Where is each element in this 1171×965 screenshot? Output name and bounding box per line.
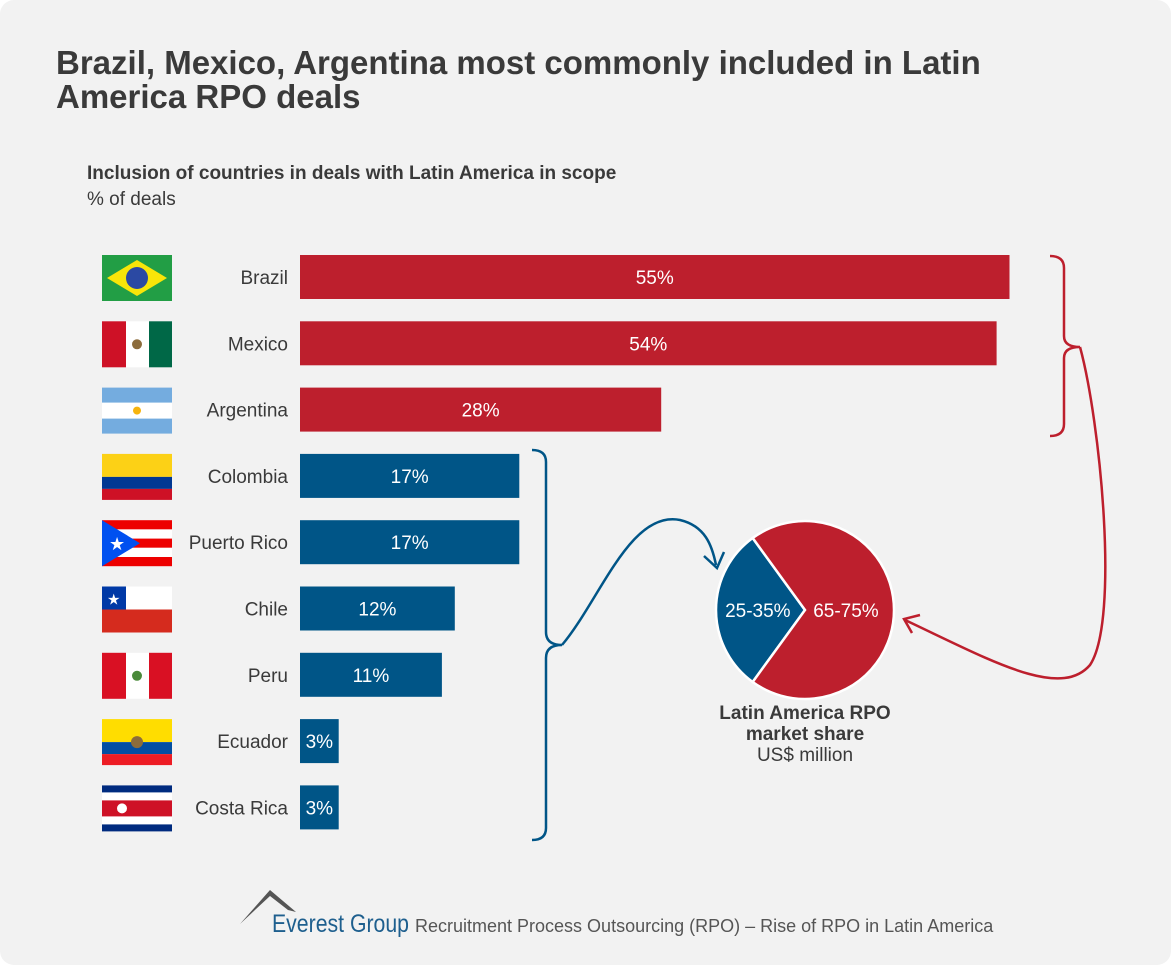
category-label-colombia: Colombia xyxy=(208,467,289,488)
red-bracket xyxy=(1049,254,1081,438)
category-label-brazil: Brazil xyxy=(240,268,288,289)
flag-chile-icon: ★ xyxy=(102,586,172,633)
bar-label-mexico: 54% xyxy=(629,334,667,355)
pie-slice-label-0: 25-35% xyxy=(725,601,791,622)
bar-label-chile: 12% xyxy=(358,600,396,621)
bar-costa-rica xyxy=(300,785,339,830)
pie-slice-0 xyxy=(714,536,807,684)
blue-arrow xyxy=(561,518,718,646)
pie-title-line2: market share xyxy=(746,724,864,745)
footer: Everest Group Recruitment Process Outsou… xyxy=(238,888,1038,948)
bar-brazil xyxy=(300,255,1010,299)
flag-argentina-icon xyxy=(102,387,172,434)
bar-mexico xyxy=(300,321,997,366)
flag-puerto-rico-icon: ★ xyxy=(102,520,172,567)
category-label-costa-rica: Costa Rica xyxy=(195,798,288,819)
everest-logo: Everest Group xyxy=(272,910,410,938)
bar-puerto-rico xyxy=(300,520,520,565)
bar-label-brazil: 55% xyxy=(636,268,674,289)
pie-slice-label-1: 65-75% xyxy=(813,601,879,622)
pie-subtitle: US$ million xyxy=(757,745,853,766)
pie-title: Latin America RPO xyxy=(719,703,890,724)
red-arrow xyxy=(904,346,1107,680)
flag-costa-rica-icon xyxy=(102,785,172,832)
chart-title: Inclusion of countries in deals with Lat… xyxy=(87,163,617,184)
category-label-chile: Chile xyxy=(245,600,288,621)
bar-label-puerto-rico: 17% xyxy=(391,533,429,554)
page-title: Brazil, Mexico, Argentina most commonly … xyxy=(56,44,981,115)
flag-peru-icon xyxy=(102,652,172,699)
pie-slice-1 xyxy=(750,519,896,701)
bar-label-costa-rica: 3% xyxy=(306,798,334,819)
svg-text:★: ★ xyxy=(107,592,120,609)
category-label-argentina: Argentina xyxy=(207,401,289,422)
blue-bracket xyxy=(531,448,563,842)
bar-label-ecuador: 3% xyxy=(306,732,334,753)
bar-chile xyxy=(300,586,455,631)
bar-ecuador xyxy=(300,719,339,764)
chart-unit: % of deals xyxy=(87,189,176,210)
category-label-mexico: Mexico xyxy=(228,334,288,355)
bar-label-argentina: 28% xyxy=(462,401,500,422)
bar-label-colombia: 17% xyxy=(391,467,429,488)
blue-arrowhead xyxy=(703,551,726,571)
red-arrowhead xyxy=(902,613,921,634)
bar-argentina xyxy=(300,387,662,432)
svg-text:★: ★ xyxy=(109,534,125,554)
flag-mexico-icon xyxy=(102,321,172,368)
bar-label-peru: 11% xyxy=(353,666,390,687)
bar-peru xyxy=(300,652,442,697)
flag-ecuador-icon xyxy=(102,719,172,766)
category-label-ecuador: Ecuador xyxy=(217,732,288,753)
footer-text: Recruitment Process Outsourcing (RPO) – … xyxy=(415,916,994,936)
flag-colombia-icon xyxy=(102,453,172,500)
bar-colombia xyxy=(300,453,520,498)
flag-brazil-icon xyxy=(102,255,172,301)
category-label-peru: Peru xyxy=(248,666,288,687)
category-label-puerto-rico: Puerto Rico xyxy=(189,533,288,554)
everest-logo-mountain-icon xyxy=(240,890,296,924)
